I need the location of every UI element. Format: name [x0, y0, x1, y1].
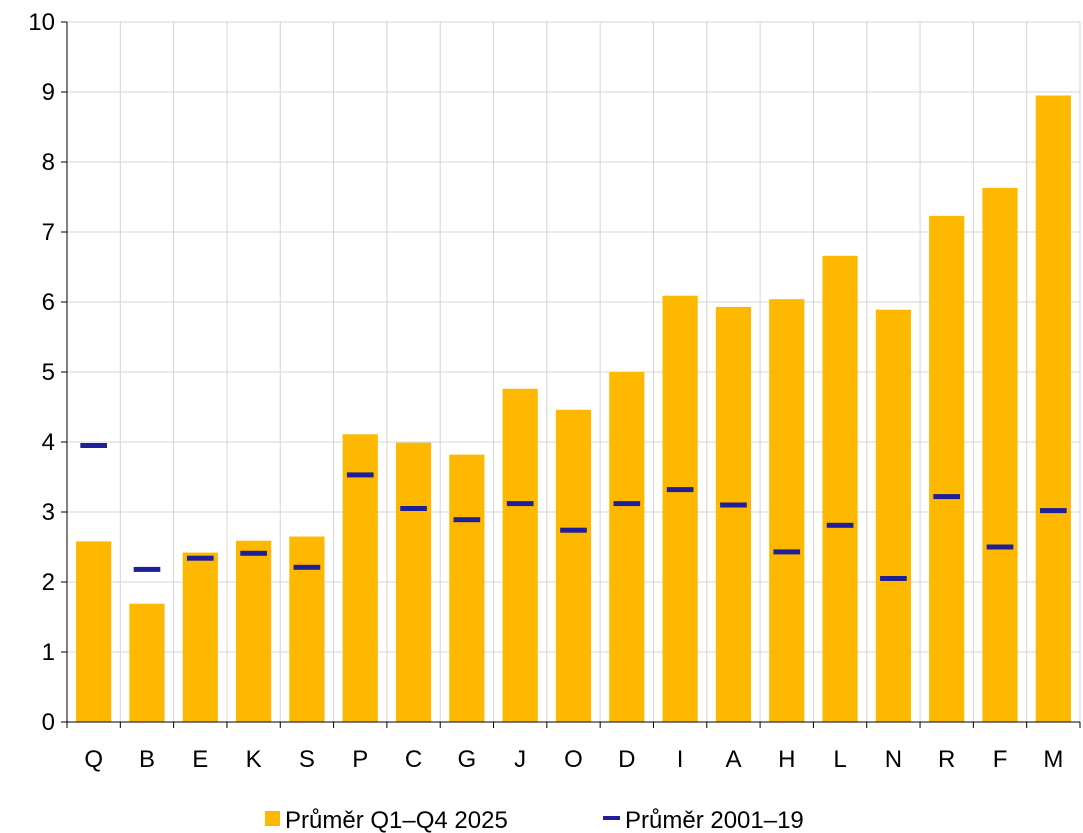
marker	[133, 566, 161, 572]
y-tick-label: 5	[42, 359, 55, 386]
y-tick-labels: 0 1 2 3 4 5 6 7 8 9 10	[28, 9, 55, 736]
marker	[1040, 508, 1067, 514]
y-tick-label: 0	[42, 709, 55, 736]
legend-marker-label: Průměr 2001–19	[625, 807, 804, 833]
bar	[395, 442, 432, 722]
x-tick-label: C	[405, 746, 422, 773]
marker	[613, 501, 641, 507]
bar	[449, 454, 485, 722]
x-tick-label: E	[192, 746, 208, 773]
legend-marker-swatch	[603, 816, 620, 820]
marker	[560, 527, 587, 533]
marker	[986, 544, 1014, 550]
y-tick-label: 2	[42, 569, 55, 596]
y-tick-label: 6	[42, 289, 55, 316]
x-tick-label: K	[246, 746, 262, 773]
bar	[236, 540, 272, 722]
bar	[662, 295, 698, 722]
markers	[80, 443, 1067, 581]
y-tick-label: 10	[28, 9, 55, 36]
y-tick-label: 4	[42, 429, 55, 456]
x-tick-label: N	[885, 746, 902, 773]
marker	[880, 576, 907, 581]
y-tick-label: 8	[42, 149, 55, 176]
axes	[61, 21, 1081, 728]
bar	[555, 409, 592, 722]
bar	[1035, 95, 1071, 722]
x-tick-label: Q	[84, 746, 103, 773]
marker	[826, 522, 854, 528]
marker	[186, 555, 214, 561]
x-tick-label: A	[725, 746, 741, 773]
x-tick-label: D	[618, 746, 635, 773]
bar	[182, 552, 218, 722]
x-tick-label: L	[833, 746, 846, 773]
marker	[240, 550, 267, 556]
bar	[129, 603, 165, 722]
marker	[666, 487, 694, 493]
bar	[289, 536, 325, 722]
marker	[773, 549, 801, 555]
x-tick-label: R	[938, 746, 955, 773]
marker	[80, 443, 107, 448]
bar	[715, 306, 752, 722]
x-tick-label: P	[352, 746, 368, 773]
x-tick-label: I	[677, 746, 684, 773]
legend-bar-label: Průměr Q1–Q4 2025	[285, 807, 508, 833]
gridlines	[67, 21, 1081, 722]
bar	[822, 255, 858, 723]
y-tick-label: 7	[42, 219, 55, 246]
x-tick-label: H	[778, 746, 795, 773]
marker	[453, 517, 481, 523]
bar	[76, 541, 112, 722]
y-tick-label: 9	[42, 79, 55, 106]
marker	[400, 506, 427, 511]
bar	[769, 299, 805, 722]
bar	[502, 388, 538, 722]
marker	[506, 501, 534, 507]
marker	[933, 494, 961, 500]
legend: Průměr Q1–Q4 2025 Průměr 2001–19	[265, 807, 804, 833]
marker	[346, 472, 374, 478]
bar	[875, 309, 911, 722]
legend-bar-swatch	[265, 811, 280, 826]
marker	[720, 502, 747, 508]
bar	[609, 372, 645, 722]
x-tick-label: G	[458, 746, 477, 773]
bar	[929, 215, 965, 722]
bar	[342, 434, 378, 722]
x-tick-label: F	[993, 746, 1008, 773]
x-tick-label: O	[564, 746, 583, 773]
bars	[76, 95, 1071, 723]
marker	[293, 564, 321, 570]
y-tick-label: 3	[42, 499, 55, 526]
y-tick-label: 1	[42, 639, 55, 666]
bar	[982, 187, 1018, 722]
x-tick-label: B	[139, 746, 155, 773]
x-tick-label: S	[299, 746, 315, 773]
x-tick-label: M	[1043, 746, 1063, 773]
x-tick-label: J	[514, 746, 526, 773]
